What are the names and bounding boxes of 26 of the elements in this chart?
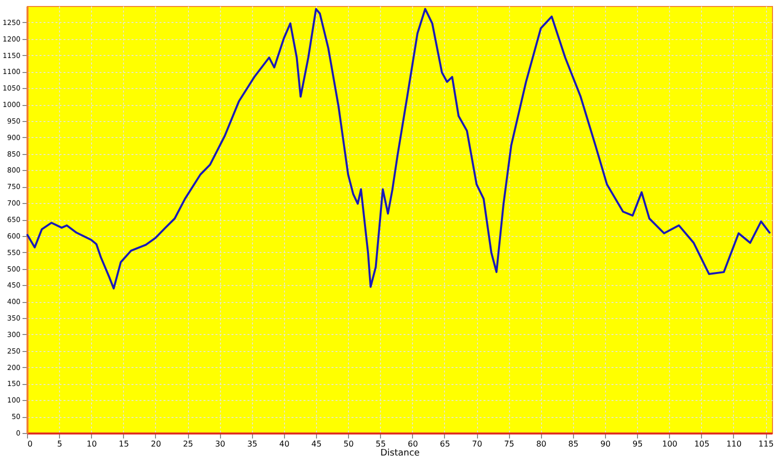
x-tick-label: 35 [247,440,258,448]
x-tick-label: 0 [28,440,33,448]
x-tick-label: 10 [86,440,97,448]
x-tick-label: 70 [472,440,482,448]
x-tick-label: 80 [536,440,546,448]
x-tick-label: 20 [150,440,162,448]
x-tick-label: 65 [440,440,450,448]
x-tick-label: 95 [632,440,643,448]
x-tick-label: 30 [215,440,226,448]
x-tick-label: 75 [504,440,514,448]
x-tick-label: 45 [311,440,322,448]
x-axis-title: Distance [380,448,420,458]
x-tick-label: 115 [758,440,774,448]
x-tick-label: 50 [344,440,354,448]
x-tick-label: 105 [694,440,710,448]
line-series [26,8,772,290]
x-tick-label: 25 [182,440,194,448]
x-tick-label: 5 [57,440,62,448]
x-tick-label: 110 [726,440,742,448]
x-tick-label: 40 [279,440,290,448]
x-tick-label: 90 [600,440,611,448]
x-tick-label: 85 [568,440,578,448]
x-tick-label: 100 [662,440,678,448]
x-tick-label: 55 [376,440,386,448]
x-tick-label: 15 [118,440,129,448]
x-tick-label: 60 [408,440,418,448]
